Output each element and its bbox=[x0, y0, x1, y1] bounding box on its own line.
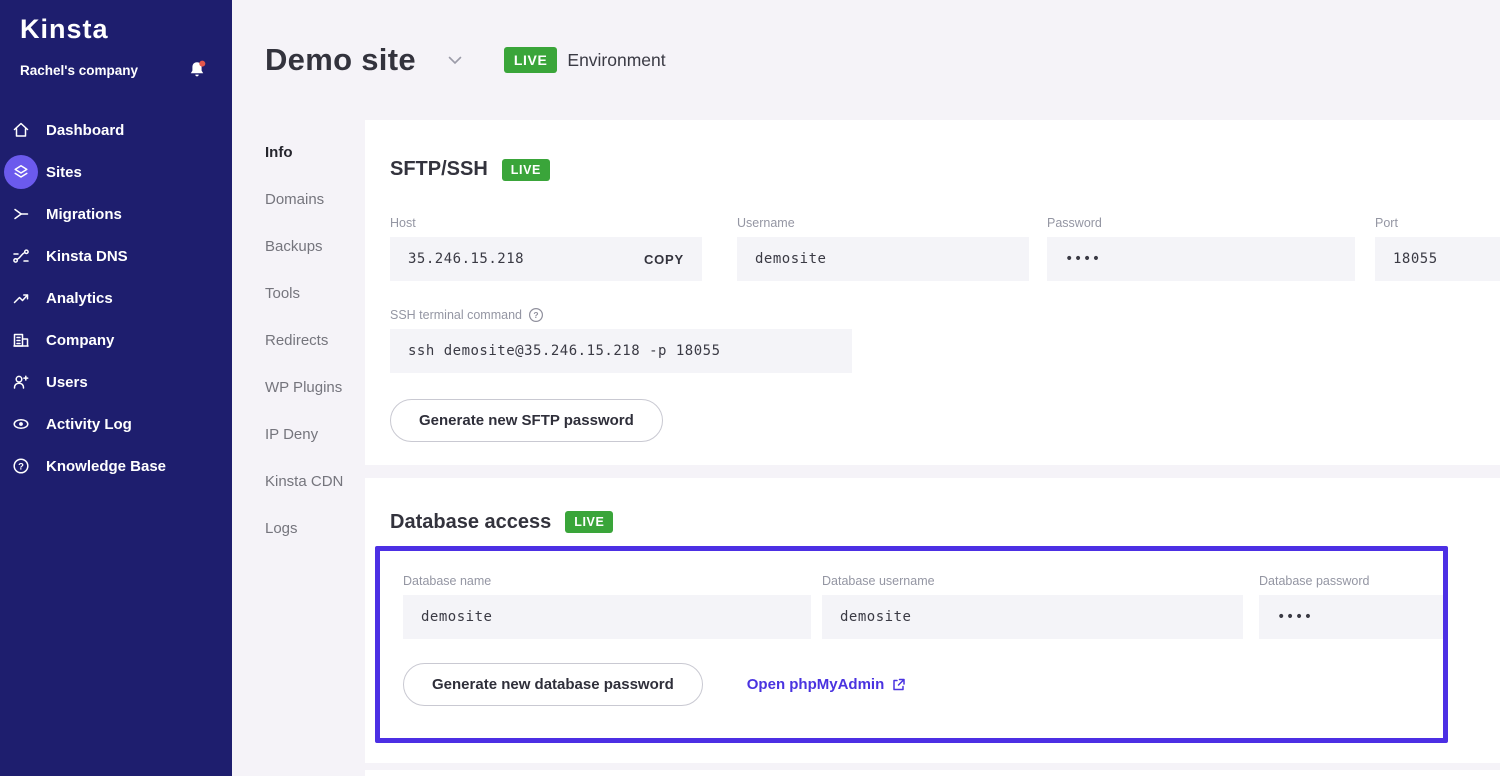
port-field[interactable]: 18055 bbox=[1375, 237, 1500, 281]
sidebar-item-activity-log[interactable]: Activity Log bbox=[0, 403, 232, 445]
main-content: Demo site LIVE Environment Info Domains … bbox=[232, 0, 1500, 776]
bell-icon bbox=[190, 60, 206, 77]
subnav-item-domains[interactable]: Domains bbox=[265, 191, 325, 208]
sidebar-item-dashboard[interactable]: Dashboard bbox=[0, 109, 232, 151]
sidebar-item-knowledge-base[interactable]: ? Knowledge Base bbox=[0, 445, 232, 487]
page-title: Demo site bbox=[265, 42, 416, 77]
live-badge: LIVE bbox=[503, 47, 558, 73]
external-link-icon bbox=[893, 678, 906, 691]
site-switcher-button[interactable] bbox=[448, 56, 462, 65]
database-username-field[interactable]: demosite bbox=[822, 595, 1243, 639]
ssh-command-label: SSH terminal command bbox=[390, 307, 522, 322]
sidebar-item-company[interactable]: Company bbox=[0, 319, 232, 361]
sites-icon bbox=[4, 155, 38, 189]
sidebar-item-label: Activity Log bbox=[46, 415, 132, 433]
subnav-item-redirects[interactable]: Redirects bbox=[265, 332, 329, 349]
live-badge: LIVE bbox=[565, 511, 614, 533]
sidebar-item-label: Migrations bbox=[46, 205, 122, 223]
password-value: •••• bbox=[1065, 251, 1101, 267]
host-field[interactable]: 35.246.15.218 COPY bbox=[390, 237, 702, 281]
database-access-panel: Database access LIVE Database name demos… bbox=[365, 478, 1500, 763]
knowledge-base-icon: ? bbox=[4, 449, 38, 483]
sidebar-item-migrations[interactable]: Migrations bbox=[0, 193, 232, 235]
subnav-item-kinsta-cdn[interactable]: Kinsta CDN bbox=[265, 473, 344, 490]
database-highlight-box: Database name demosite Database username… bbox=[375, 546, 1448, 743]
sidebar-item-label: Dashboard bbox=[46, 121, 125, 139]
database-password-field[interactable]: •••• bbox=[1259, 595, 1443, 639]
svg-text:?: ? bbox=[18, 461, 24, 472]
host-value: 35.246.15.218 bbox=[408, 251, 525, 267]
sidebar-item-sites[interactable]: Sites bbox=[0, 151, 232, 193]
open-phpmyadmin-link[interactable]: Open phpMyAdmin bbox=[747, 676, 907, 693]
sidebar-nav: Dashboard Sites Migrations bbox=[0, 109, 232, 487]
password-field[interactable]: •••• bbox=[1047, 237, 1355, 281]
password-label: Password bbox=[1047, 215, 1102, 230]
port-value: 18055 bbox=[1393, 251, 1438, 267]
subnav-item-backups[interactable]: Backups bbox=[265, 238, 323, 255]
username-value: demosite bbox=[755, 251, 827, 267]
site-subnav: Info Domains Backups Tools Redirects WP … bbox=[232, 120, 365, 776]
username-field[interactable]: demosite bbox=[737, 237, 1029, 281]
chevron-down-icon bbox=[448, 56, 462, 64]
sidebar-item-kinsta-dns[interactable]: Kinsta DNS bbox=[0, 235, 232, 277]
sidebar: Kinsta Rachel's company Dashboard bbox=[0, 0, 232, 776]
notifications-button[interactable] bbox=[186, 59, 208, 81]
ssh-command-value: ssh demosite@35.246.15.218 -p 18055 bbox=[408, 343, 721, 359]
subnav-item-wp-plugins[interactable]: WP Plugins bbox=[265, 379, 343, 396]
username-label: Username bbox=[737, 215, 795, 230]
company-name[interactable]: Rachel's company bbox=[20, 62, 139, 78]
sidebar-item-label: Company bbox=[46, 331, 115, 349]
home-icon bbox=[4, 113, 38, 147]
host-label: Host bbox=[390, 215, 416, 230]
svg-text:?: ? bbox=[533, 310, 538, 320]
dns-icon bbox=[4, 239, 38, 273]
database-name-value: demosite bbox=[421, 609, 493, 625]
analytics-icon bbox=[4, 281, 38, 315]
generate-database-password-button[interactable]: Generate new database password bbox=[403, 663, 703, 706]
sidebar-item-label: Analytics bbox=[46, 289, 113, 307]
users-icon bbox=[4, 365, 38, 399]
database-name-field[interactable]: demosite bbox=[403, 595, 811, 639]
environment-indicator: LIVE Environment bbox=[503, 47, 666, 73]
database-password-value: •••• bbox=[1277, 609, 1313, 625]
activity-log-icon bbox=[4, 407, 38, 441]
subnav-item-logs[interactable]: Logs bbox=[265, 520, 298, 537]
database-name-label: Database name bbox=[403, 573, 492, 588]
company-icon bbox=[4, 323, 38, 357]
generate-sftp-password-button[interactable]: Generate new SFTP password bbox=[390, 399, 663, 442]
open-phpmyadmin-label: Open phpMyAdmin bbox=[746, 676, 885, 693]
database-password-label: Database password bbox=[1259, 573, 1370, 588]
ssh-command-field[interactable]: ssh demosite@35.246.15.218 -p 18055 bbox=[390, 329, 852, 373]
environment-label: Environment bbox=[567, 49, 666, 70]
subnav-item-ip-deny[interactable]: IP Deny bbox=[265, 426, 319, 443]
next-panel-peek bbox=[365, 770, 1500, 776]
migrations-icon bbox=[4, 197, 38, 231]
subnav-item-tools[interactable]: Tools bbox=[265, 285, 301, 302]
company-row: Rachel's company bbox=[0, 45, 232, 81]
help-icon[interactable]: ? bbox=[528, 307, 544, 323]
page-header: Demo site LIVE Environment bbox=[232, 0, 1500, 120]
copy-host-button[interactable]: COPY bbox=[643, 251, 684, 267]
sidebar-item-label: Users bbox=[46, 373, 88, 391]
panel-divider bbox=[365, 763, 1500, 770]
sftp-ssh-title: SFTP/SSH bbox=[390, 158, 488, 180]
sidebar-item-label: Knowledge Base bbox=[46, 457, 167, 475]
sidebar-item-users[interactable]: Users bbox=[0, 361, 232, 403]
sftp-ssh-panel: SFTP/SSH LIVE Host 35.246.15.218 COPY Us… bbox=[365, 120, 1500, 465]
sidebar-item-analytics[interactable]: Analytics bbox=[0, 277, 232, 319]
database-username-value: demosite bbox=[840, 609, 912, 625]
database-access-title: Database access bbox=[390, 510, 552, 533]
subnav-item-info[interactable]: Info bbox=[265, 144, 293, 161]
panel-divider bbox=[365, 465, 1500, 478]
kinsta-logo[interactable]: Kinsta bbox=[20, 14, 109, 44]
live-badge: LIVE bbox=[501, 158, 550, 181]
port-label: Port bbox=[1375, 215, 1398, 230]
database-username-label: Database username bbox=[822, 573, 935, 588]
sidebar-item-label: Kinsta DNS bbox=[46, 247, 128, 265]
sidebar-item-label: Sites bbox=[46, 163, 82, 181]
